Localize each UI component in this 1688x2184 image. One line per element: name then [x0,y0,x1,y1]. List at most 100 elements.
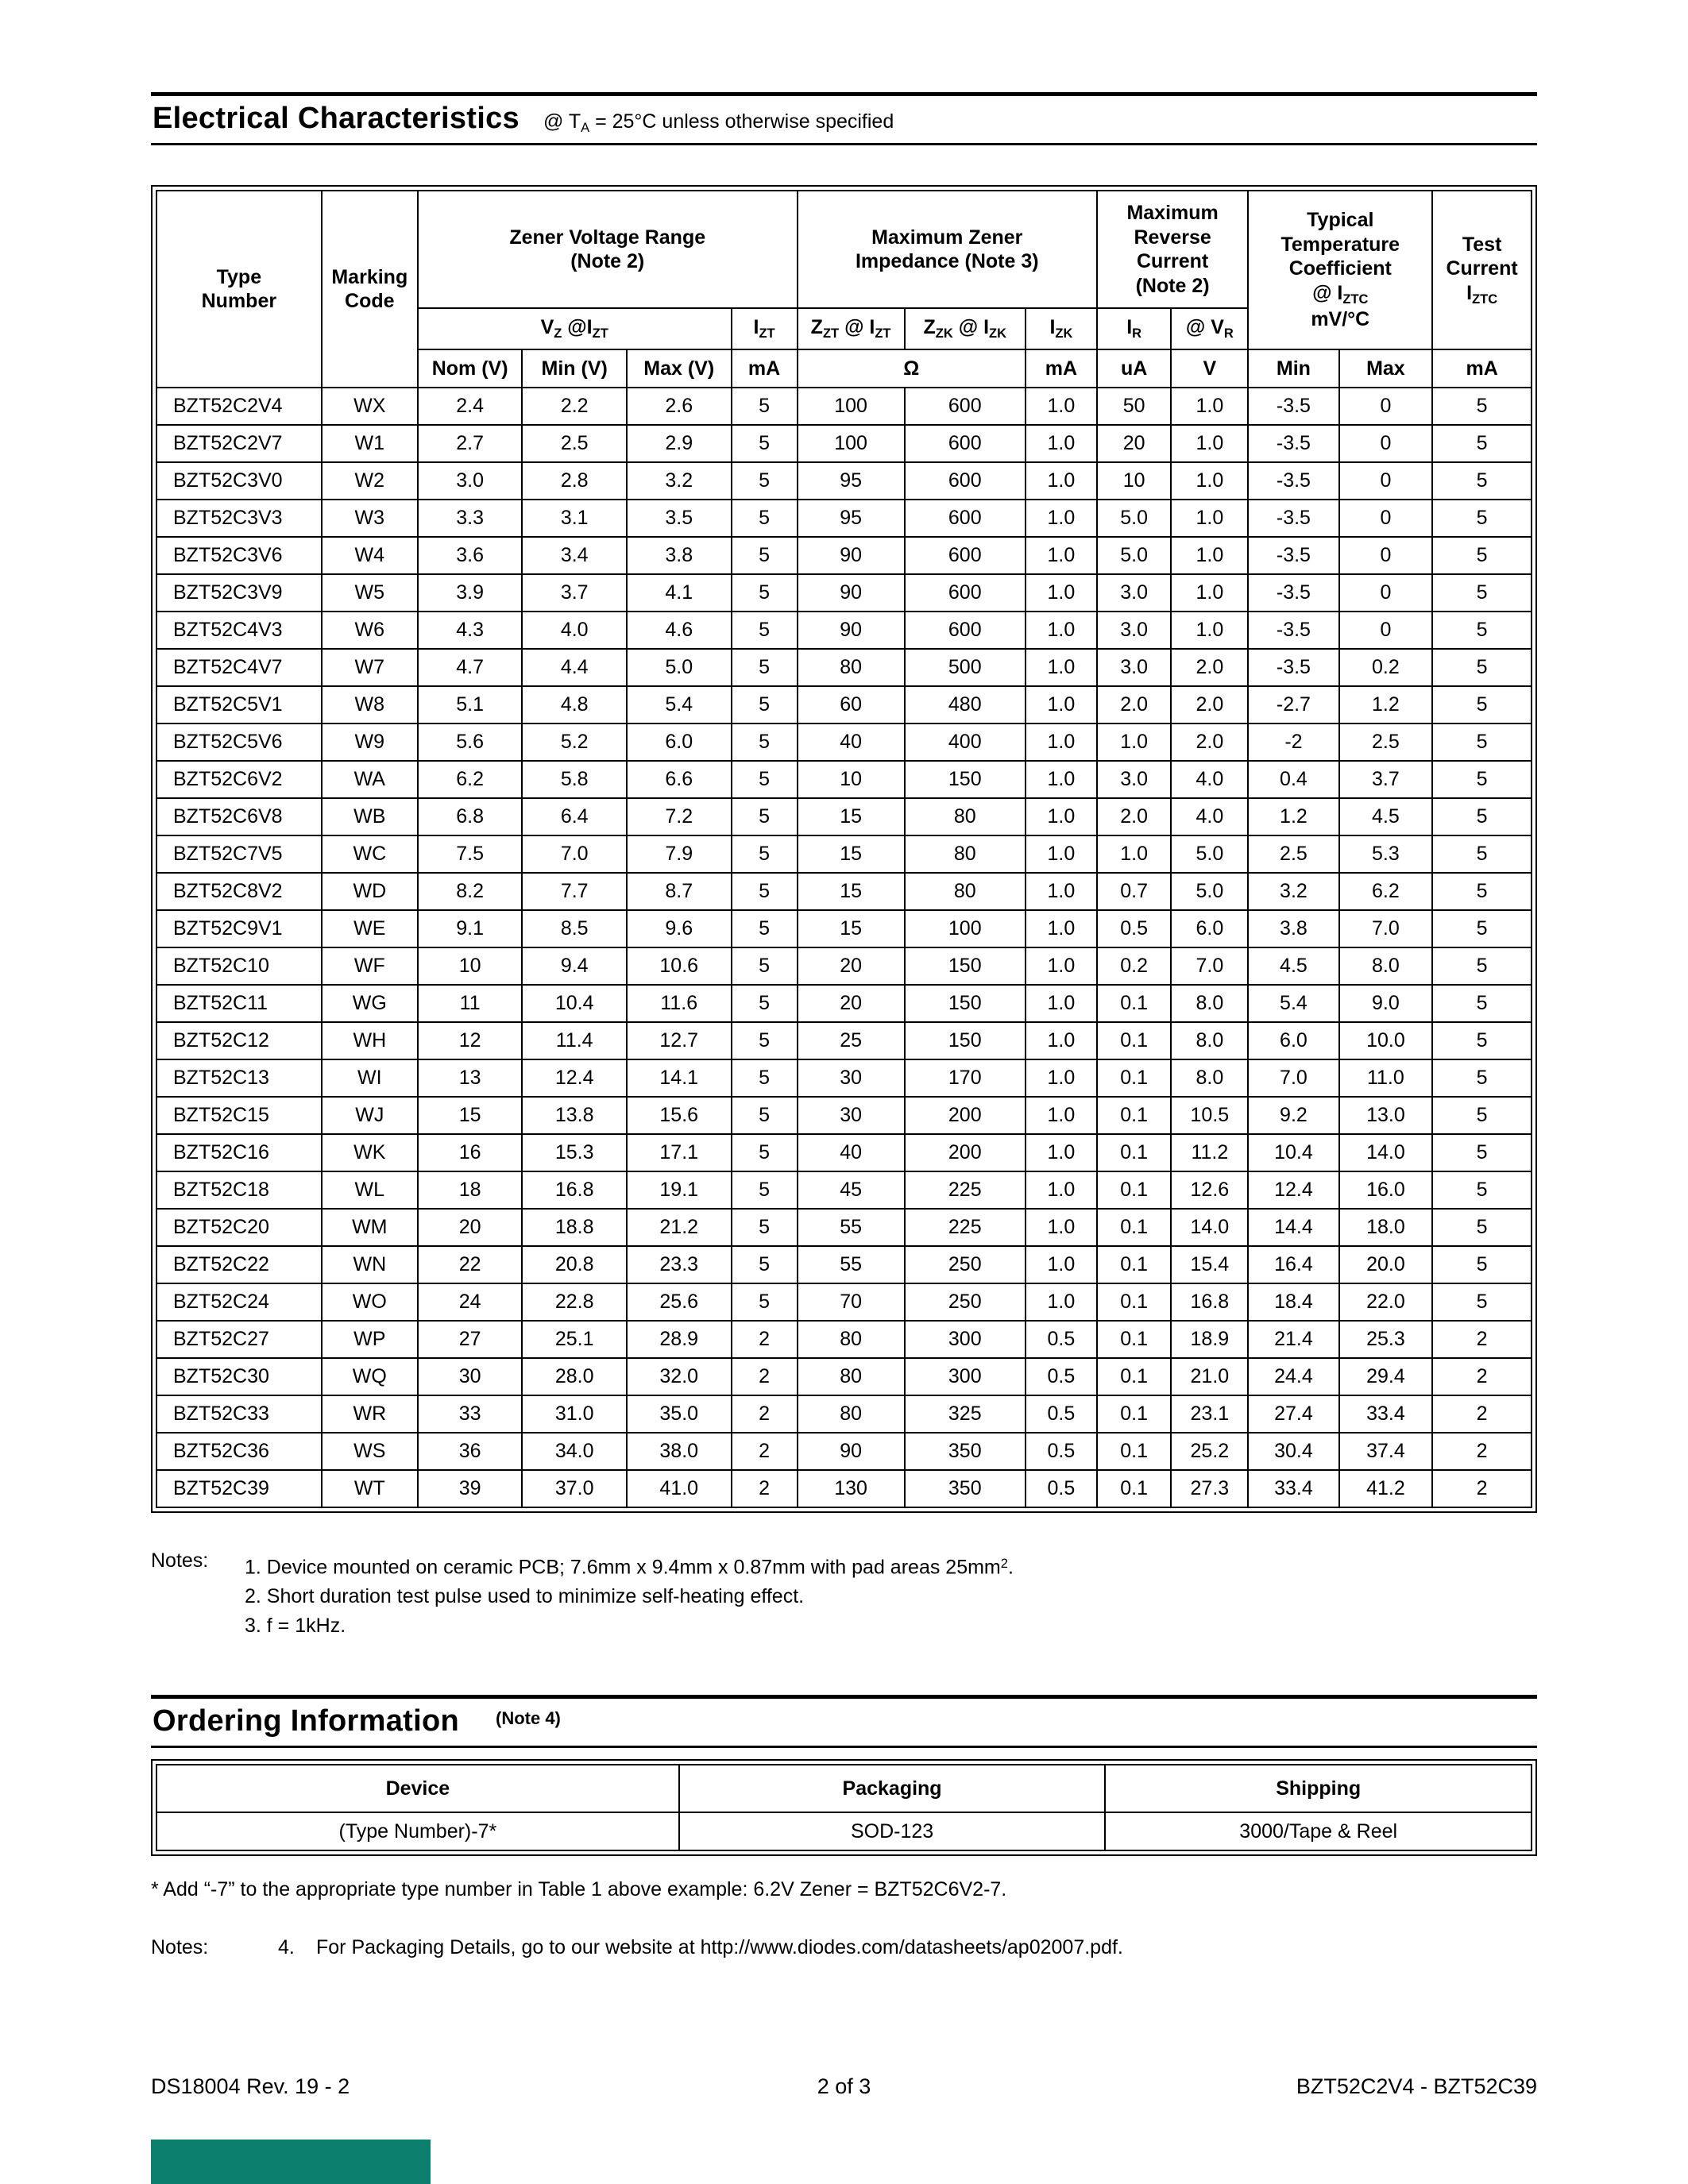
value-cell: 5 [1431,685,1532,724]
value-cell: 80 [796,1357,906,1396]
value-cell: WP [320,1320,419,1359]
value-cell: 5 [730,760,798,799]
value-cell: 1.0 [1024,573,1098,612]
value-cell: 11.0 [1338,1059,1434,1098]
value-cell: 0.1 [1095,984,1172,1023]
value-cell: 600 [903,424,1026,463]
value-cell: 13 [416,1059,523,1098]
value-cell: 5 [730,573,798,612]
value-cell: 1.0 [1024,1059,1098,1098]
value-cell: WF [320,947,419,986]
value-cell: 5.4 [1247,984,1340,1023]
value-cell: WE [320,909,419,948]
unit-header-tc-min: Min [1247,349,1340,388]
value-cell: 11 [416,984,523,1023]
value-cell: 7.0 [1247,1059,1340,1098]
electrical-section-header: Electrical Characteristics @ TA = 25°C u… [151,96,1537,143]
value-cell: 1.0 [1024,872,1098,911]
footer-document-number: DS18004 Rev. 19 - 2 [151,2074,350,2098]
value-cell: -3.5 [1247,648,1340,687]
unit-header-min: Min (V) [521,349,628,388]
section-divider-top [151,1695,1537,1700]
value-cell: 325 [903,1395,1026,1433]
value-cell: 80 [903,797,1026,836]
value-cell: 12 [416,1021,523,1060]
value-cell: 9.6 [625,909,732,948]
value-cell: 12.4 [1247,1171,1340,1210]
type-number-cell: BZT52C9V1 [156,909,323,948]
type-number-cell: BZT52C39 [156,1469,323,1508]
unit-header-nom: Nom (V) [416,349,523,388]
col-header-shipping: Shipping [1104,1764,1532,1814]
value-cell: WS [320,1432,419,1471]
value-cell: 50 [1095,387,1172,426]
value-cell: WM [320,1208,419,1247]
value-cell: 1.0 [1170,611,1250,650]
value-cell: -2.7 [1247,685,1340,724]
value-cell: 5.0 [1095,536,1172,575]
type-number-cell: BZT52C5V6 [156,723,323,762]
value-cell: 10.4 [1247,1133,1340,1172]
value-cell: 0.1 [1095,1245,1172,1284]
value-cell: 3.4 [521,536,628,575]
value-cell: 9.4 [521,947,628,986]
value-cell: 0.1 [1095,1469,1172,1508]
value-cell: W2 [320,461,419,500]
value-cell: 1.0 [1024,1171,1098,1210]
section-title: Electrical Characteristics [153,102,520,135]
value-cell: 30 [796,1096,906,1135]
value-cell: 0 [1338,573,1434,612]
value-cell: 5 [730,536,798,575]
value-cell: 7.5 [416,835,523,874]
table-row: BZT52C5V1 W8 5.1 4.8 5.4 5 60 480 1.0 2.0 2.0 -2.7 1… [156,685,1532,724]
value-cell: 2 [1431,1469,1532,1508]
value-cell: 2.0 [1095,797,1172,836]
datasheet-page: Electrical Characteristics @ TA = 25°C u… [151,0,1537,1959]
value-cell: 3.7 [521,573,628,612]
value-cell: 5 [730,1021,798,1060]
value-cell: 28.9 [625,1320,732,1359]
value-cell: 2 [730,1469,798,1508]
value-cell: 40 [796,1133,906,1172]
value-cell: 8.0 [1170,1021,1250,1060]
value-cell: 5 [730,872,798,911]
value-cell: 10.0 [1338,1021,1434,1060]
value-cell: 3.5 [625,499,732,538]
value-cell: 5 [1431,499,1532,538]
value-cell: 70 [796,1283,906,1322]
value-cell: 29.4 [1338,1357,1434,1396]
table-row: BZT52C36 WS 36 34.0 38.0 2 90 350 0.5 0.1 25.2 30.4… [156,1432,1532,1471]
value-cell: 250 [903,1245,1026,1284]
value-cell: 1.0 [1024,1133,1098,1172]
col-header-vr: @ VR [1170,307,1250,350]
value-cell: 600 [903,461,1026,500]
ordering-information-section: Ordering Information (Note 4) Device Pack… [151,1695,1537,1959]
value-cell: 41.0 [625,1469,732,1508]
value-cell: 21.0 [1170,1357,1250,1396]
group-header-max-zener-impedance: Maximum Zener Impedance (Note 3) [796,190,1098,309]
table-row: BZT52C10 WF 10 9.4 10.6 5 20 150 1.0 0.2 7.0 4.5 8.0… [156,947,1532,986]
value-cell: 6.2 [1338,872,1434,911]
ordering-notes: Notes: 4. For Packaging Details, go to o… [151,1936,1537,1959]
value-cell: 5 [1431,573,1532,612]
type-number-cell: BZT52C8V2 [156,872,323,911]
col-header-marking-code: Marking Code [320,190,419,388]
value-cell: 2 [730,1432,798,1471]
value-cell: WB [320,797,419,836]
value-cell: 15 [796,872,906,911]
value-cell: WI [320,1059,419,1098]
value-cell: 0.1 [1095,1357,1172,1396]
electrical-table-body: BZT52C2V4 WX 2.4 2.2 2.6 5 100 600 1.0 50 1.0 -3.5 0… [156,387,1532,1508]
device-cell: (Type Number)-7* [156,1812,680,1852]
value-cell: 1.0 [1024,1208,1098,1247]
value-cell: 5 [730,499,798,538]
table-row: BZT52C20 WM 20 18.8 21.2 5 55 225 1.0 0.1 14.0 14.4… [156,1208,1532,1247]
type-number-cell: BZT52C15 [156,1096,323,1135]
value-cell: 5.3 [1338,835,1434,874]
unit-header-max: Max (V) [625,349,732,388]
value-cell: 90 [796,536,906,575]
value-cell: 10.6 [625,947,732,986]
table-row: BZT52C3V6 W4 3.6 3.4 3.8 5 90 600 1.0 5.0 1.0 -3.5 0… [156,536,1532,575]
value-cell: 0 [1338,611,1434,650]
unit-header-vr-v: V [1170,349,1250,388]
